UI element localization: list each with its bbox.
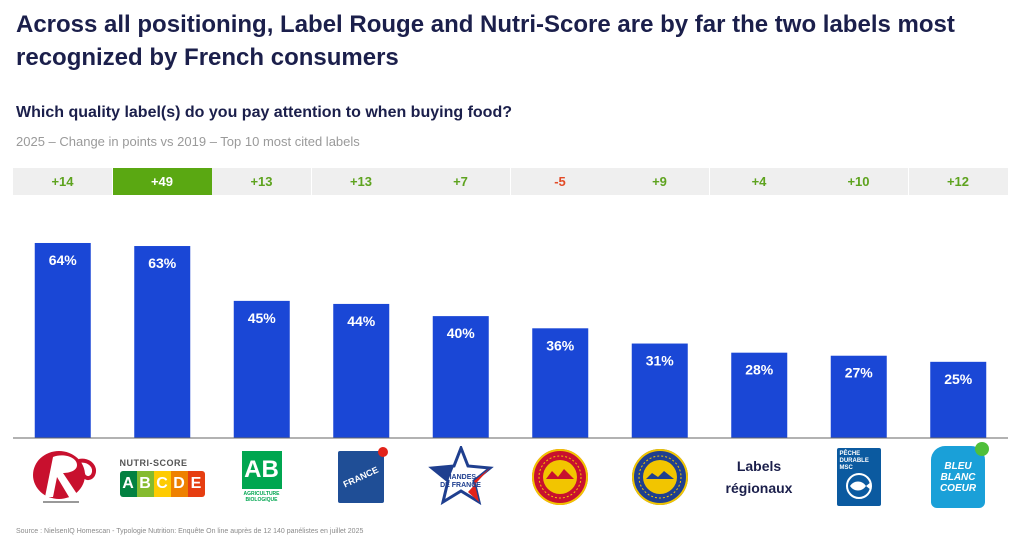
nutri-score-name: NUTRI-SCORE bbox=[119, 457, 188, 468]
nutri-score-letter: C bbox=[153, 470, 171, 497]
bar bbox=[432, 316, 489, 438]
bar bbox=[134, 246, 191, 438]
change-value: +12 bbox=[908, 168, 1008, 195]
nutri-score-letter: B bbox=[136, 470, 154, 497]
viandes-line2: DE FRANCE bbox=[440, 482, 481, 489]
bbc-line3: COEUR bbox=[939, 482, 977, 494]
bbc-line2: BLANC bbox=[940, 471, 976, 483]
ab-mark: AB bbox=[241, 451, 282, 489]
change-value: +10 bbox=[809, 168, 908, 195]
bar-value-label: 25% bbox=[944, 371, 973, 387]
label-rouge-logo bbox=[13, 442, 112, 512]
ab-logo: AB AGRICULTURE BIOLOGIQUE bbox=[212, 442, 311, 512]
nutri-score-scale: A B C D E bbox=[119, 470, 205, 497]
label-logos: NUTRI-SCORE A B C D E AB AGRICULTURE BIO… bbox=[13, 442, 1008, 512]
bar-chart: 64% 63% 45% 44% 40% 36% 31% 28% 27% 25% bbox=[13, 242, 1008, 439]
viandes-de-france-logo: VIANDES DE FRANCE bbox=[411, 442, 510, 512]
bar-value-label: 31% bbox=[646, 353, 675, 369]
ab-text: AGRICULTURE BIOLOGIQUE bbox=[243, 491, 280, 503]
msc-line2: DURABLE bbox=[839, 458, 869, 464]
bar bbox=[830, 355, 887, 438]
label-rouge-icon bbox=[32, 451, 96, 503]
bar bbox=[930, 361, 987, 438]
nutri-score-logo: NUTRI-SCORE A B C D E bbox=[113, 442, 212, 512]
change-value: +13 bbox=[212, 168, 311, 195]
bar bbox=[731, 352, 788, 438]
labels-regionaux-line1: Labels bbox=[736, 458, 782, 474]
chart-note: 2025 – Change in points vs 2019 – Top 10… bbox=[16, 134, 360, 149]
change-value: +7 bbox=[411, 168, 510, 195]
leaf-icon bbox=[975, 442, 989, 456]
nutri-score-letter: A bbox=[119, 470, 137, 497]
viandes-line1: VIANDES bbox=[444, 474, 477, 481]
nutri-score-letter: E bbox=[187, 470, 205, 497]
question-subtitle: Which quality label(s) do you pay attent… bbox=[16, 104, 512, 121]
bar-value-label: 28% bbox=[745, 362, 774, 378]
bar bbox=[532, 328, 589, 438]
change-value: +14 bbox=[13, 168, 112, 195]
bbc-line1: BLEU bbox=[944, 460, 972, 472]
origine-france-logo: FRANCE bbox=[312, 442, 411, 512]
bar bbox=[34, 242, 91, 438]
bar-value-label: 64% bbox=[49, 252, 78, 268]
change-value: -5 bbox=[510, 168, 610, 195]
msc-line3: MSC bbox=[839, 465, 853, 471]
bar-value-label: 27% bbox=[845, 365, 874, 381]
igp-seal-icon bbox=[631, 449, 688, 505]
bar-value-label: 44% bbox=[347, 313, 376, 329]
change-value: +13 bbox=[311, 168, 411, 195]
labels-regionaux: Labels régionaux bbox=[710, 442, 809, 512]
fish-icon bbox=[845, 473, 872, 499]
star-icon bbox=[427, 446, 494, 506]
bar-value-label: 40% bbox=[447, 325, 476, 341]
change-strip: +14 +49 +13 +13 +7 -5 +9 +4 +10 +12 bbox=[13, 168, 1008, 195]
nutri-score-letter: D bbox=[170, 470, 188, 497]
msc-logo: PÊCHE DURABLE MSC bbox=[809, 442, 908, 512]
bar-value-label: 45% bbox=[248, 310, 277, 326]
bar-value-label: 36% bbox=[546, 337, 575, 353]
labels-regionaux-line2: régionaux bbox=[725, 480, 793, 496]
page-title: Across all positioning, Label Rouge and … bbox=[16, 11, 955, 71]
bar bbox=[233, 300, 290, 438]
msc-line1: PÊCHE bbox=[839, 451, 861, 457]
bleu-blanc-coeur-logo: BLEU BLANC COEUR bbox=[909, 442, 1008, 512]
bar-value-label: 63% bbox=[148, 255, 177, 271]
change-value: +49 bbox=[112, 168, 212, 195]
change-value: +9 bbox=[610, 168, 709, 195]
aop-logo bbox=[511, 442, 610, 512]
igp-logo bbox=[610, 442, 709, 512]
flag-dot-icon bbox=[378, 447, 388, 457]
origine-france-text: FRANCE bbox=[341, 464, 381, 490]
aop-seal-icon bbox=[532, 449, 588, 505]
bar bbox=[333, 303, 390, 438]
bar bbox=[631, 343, 688, 438]
change-value: +4 bbox=[709, 168, 809, 195]
source-note: Source : NielsenIQ Homescan - Typologie … bbox=[16, 528, 364, 535]
